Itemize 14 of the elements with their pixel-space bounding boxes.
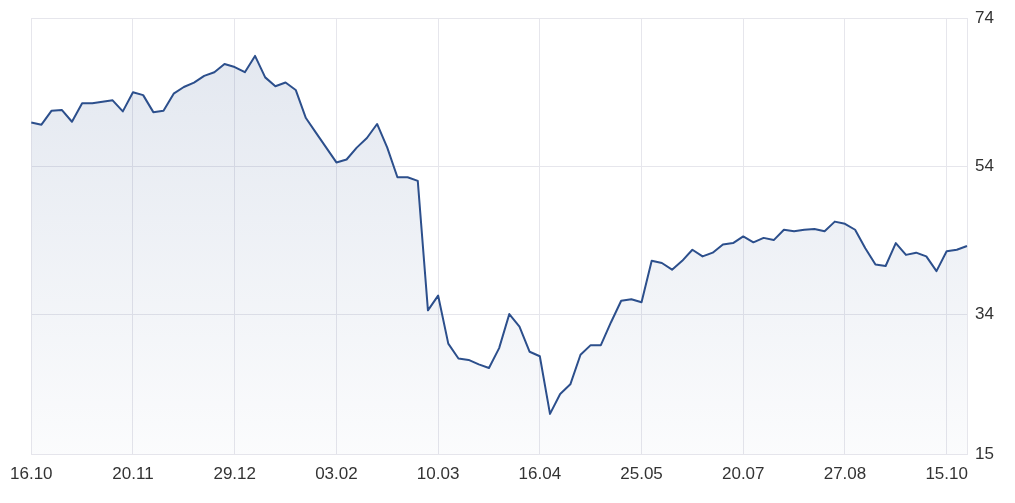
- x-tick-label: 20.07: [721, 464, 765, 484]
- y-tick-label: 74: [975, 7, 994, 27]
- x-tick-label: 20.11: [112, 464, 154, 484]
- x-tick-label: 27.08: [823, 464, 867, 484]
- x-tick-label: 15.10: [925, 464, 968, 484]
- y-tick-label: 34: [975, 303, 994, 323]
- x-tick-label: 25.05: [620, 464, 663, 484]
- y-tick-label: 15: [975, 444, 994, 464]
- x-tick-label: 16.04: [518, 464, 562, 484]
- y-tick-label: 54: [975, 155, 994, 175]
- x-tick-label: 10.03: [416, 464, 460, 484]
- x-tick-label: 16.10: [10, 464, 53, 484]
- x-tick-label: 03.02: [315, 464, 358, 484]
- x-tick-label: 29.12: [213, 464, 256, 484]
